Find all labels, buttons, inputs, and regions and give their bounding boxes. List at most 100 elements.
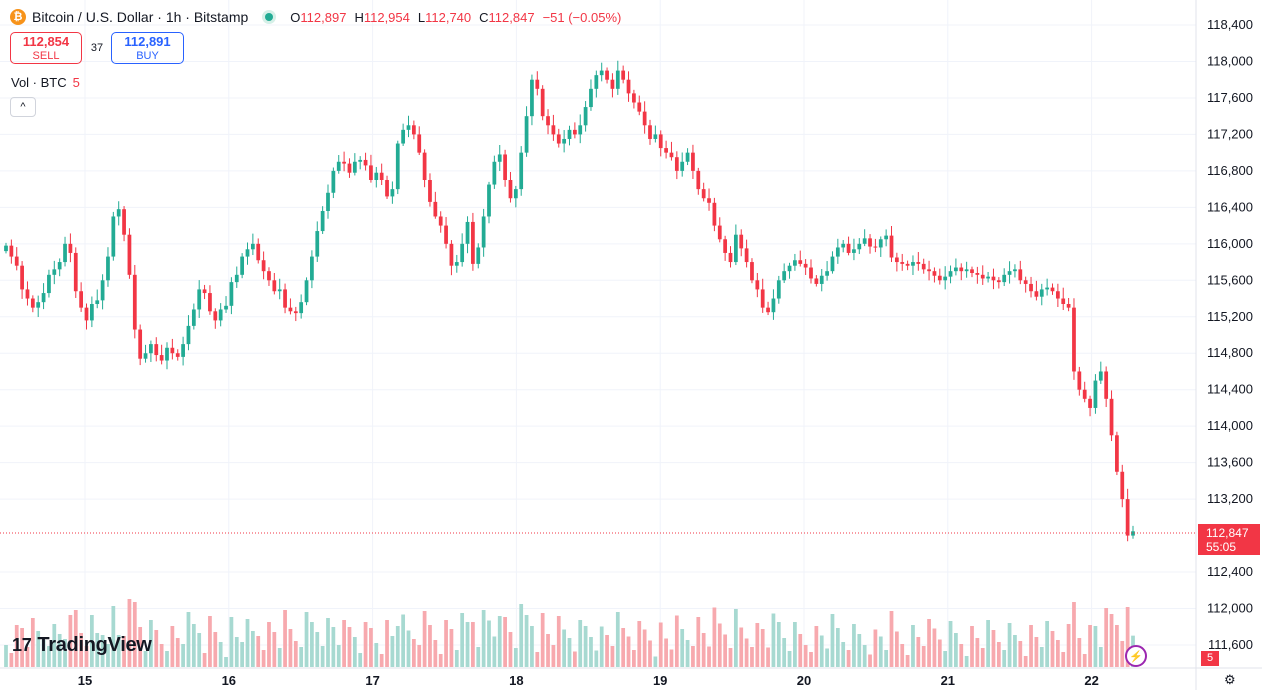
candle-body xyxy=(186,325,191,345)
settings-icon[interactable]: ⚙ xyxy=(1224,672,1236,687)
tradingview-logo-icon: 17 xyxy=(12,635,32,655)
volume-bar xyxy=(283,610,287,667)
candle-body xyxy=(89,304,94,321)
volume-bar xyxy=(395,626,400,667)
volume-bar xyxy=(1088,625,1092,667)
candle-body xyxy=(229,282,234,306)
volume-bar xyxy=(755,623,760,667)
candle-body xyxy=(374,172,379,180)
volume-bar xyxy=(315,632,320,667)
volume-bar xyxy=(524,615,529,667)
volume-bar xyxy=(535,652,540,667)
candle-body xyxy=(975,273,980,275)
candle-body xyxy=(819,275,824,284)
candle-body xyxy=(438,216,443,226)
volume-bar xyxy=(336,645,341,667)
candle-body xyxy=(948,271,953,277)
volume-bar xyxy=(438,654,443,667)
last-price-value: 112,847 xyxy=(1206,526,1249,540)
volume-bar xyxy=(835,628,840,667)
candle-body xyxy=(111,216,116,257)
symbol-title[interactable]: Bitcoin / U.S. Dollar · 1h · Bitstamp xyxy=(32,9,249,25)
change-value: −51 (−0.05%) xyxy=(542,9,622,25)
time-axis[interactable]: 15 16 17 18 19 20 21 22 xyxy=(0,667,1262,688)
volume-bar xyxy=(723,634,728,667)
volume-bar xyxy=(1045,621,1050,667)
volume-bar xyxy=(497,616,502,667)
candle-body xyxy=(433,201,438,217)
volume-bar xyxy=(352,637,357,667)
candle-body xyxy=(846,243,851,253)
candle-body xyxy=(685,152,690,162)
candle-body xyxy=(320,211,325,232)
candle-body xyxy=(1093,380,1098,408)
candle-body xyxy=(943,276,948,281)
y-tick-label: 116,400 xyxy=(1207,199,1253,214)
volume-bar xyxy=(299,647,304,667)
volume-bar xyxy=(261,650,266,667)
candle-body xyxy=(411,125,416,135)
y-tick-label: 113,600 xyxy=(1207,455,1253,470)
last-price-tag: 112,847 55:05 xyxy=(1198,524,1260,555)
volume-bars xyxy=(4,599,1135,667)
volume-bar xyxy=(1039,647,1044,667)
volume-bar xyxy=(766,647,770,667)
open-value: 112,897 xyxy=(300,9,347,25)
volume-label: Vol · BTC xyxy=(11,75,67,90)
volume-bar xyxy=(878,636,883,667)
volume-bar xyxy=(444,620,448,667)
volume-bar xyxy=(916,637,921,667)
volume-bar xyxy=(250,631,255,667)
volume-bar xyxy=(143,651,148,667)
volume-legend[interactable]: Vol · BTC 5 xyxy=(11,75,80,90)
candle-body xyxy=(970,269,974,273)
candle-body xyxy=(991,276,996,281)
volume-bar xyxy=(664,638,668,667)
volume-bar xyxy=(739,627,744,667)
volume-bar xyxy=(122,636,126,667)
candle-body xyxy=(84,307,89,321)
candle-body xyxy=(52,269,57,275)
y-tick-label: 115,600 xyxy=(1207,272,1253,287)
candle-body xyxy=(288,307,293,312)
volume-bar xyxy=(465,622,470,667)
candle-body xyxy=(739,234,744,249)
tradingview-logo[interactable]: 17 TradingView xyxy=(12,634,152,657)
volume-bar xyxy=(68,615,73,667)
candle-body xyxy=(175,353,180,357)
volume-bar xyxy=(476,647,481,667)
candle-body xyxy=(691,152,695,171)
volume-bar xyxy=(331,627,336,667)
volume-bar xyxy=(530,626,534,667)
volume-bar xyxy=(245,619,250,667)
volume-bar xyxy=(369,628,373,667)
candle-body xyxy=(304,280,309,303)
price-axis[interactable]: 118,400 118,000 117,600 117,200 116,800 116,4… xyxy=(1195,0,1253,690)
buy-button[interactable]: 112,891 BUY xyxy=(111,32,184,64)
buy-price: 112,891 xyxy=(124,34,171,49)
candle-body xyxy=(106,256,110,281)
collapse-legend-button[interactable]: ^ xyxy=(10,97,36,117)
candle-body xyxy=(884,235,889,240)
candle-body xyxy=(116,209,121,217)
y-tick-label: 111,600 xyxy=(1208,637,1253,652)
lightning-icon[interactable]: ⚡ xyxy=(1125,645,1147,667)
volume-bar xyxy=(84,646,89,667)
volume-bar xyxy=(626,636,631,667)
volume-bar xyxy=(846,650,851,667)
volume-bar xyxy=(4,645,8,667)
candle-body xyxy=(143,353,148,359)
volume-bar xyxy=(648,640,652,667)
candle-body xyxy=(841,243,846,248)
candle-body xyxy=(1098,371,1103,381)
y-tick-label: 117,600 xyxy=(1207,90,1253,105)
candle-body xyxy=(637,102,642,112)
volume-bar xyxy=(1082,654,1087,667)
volume-bar xyxy=(41,640,46,667)
volume-bar xyxy=(905,655,910,667)
volume-bar xyxy=(272,632,277,667)
candle-body xyxy=(803,263,808,268)
sell-button[interactable]: 112,854 SELL xyxy=(10,32,82,64)
x-tick-label: 18 xyxy=(509,673,523,688)
